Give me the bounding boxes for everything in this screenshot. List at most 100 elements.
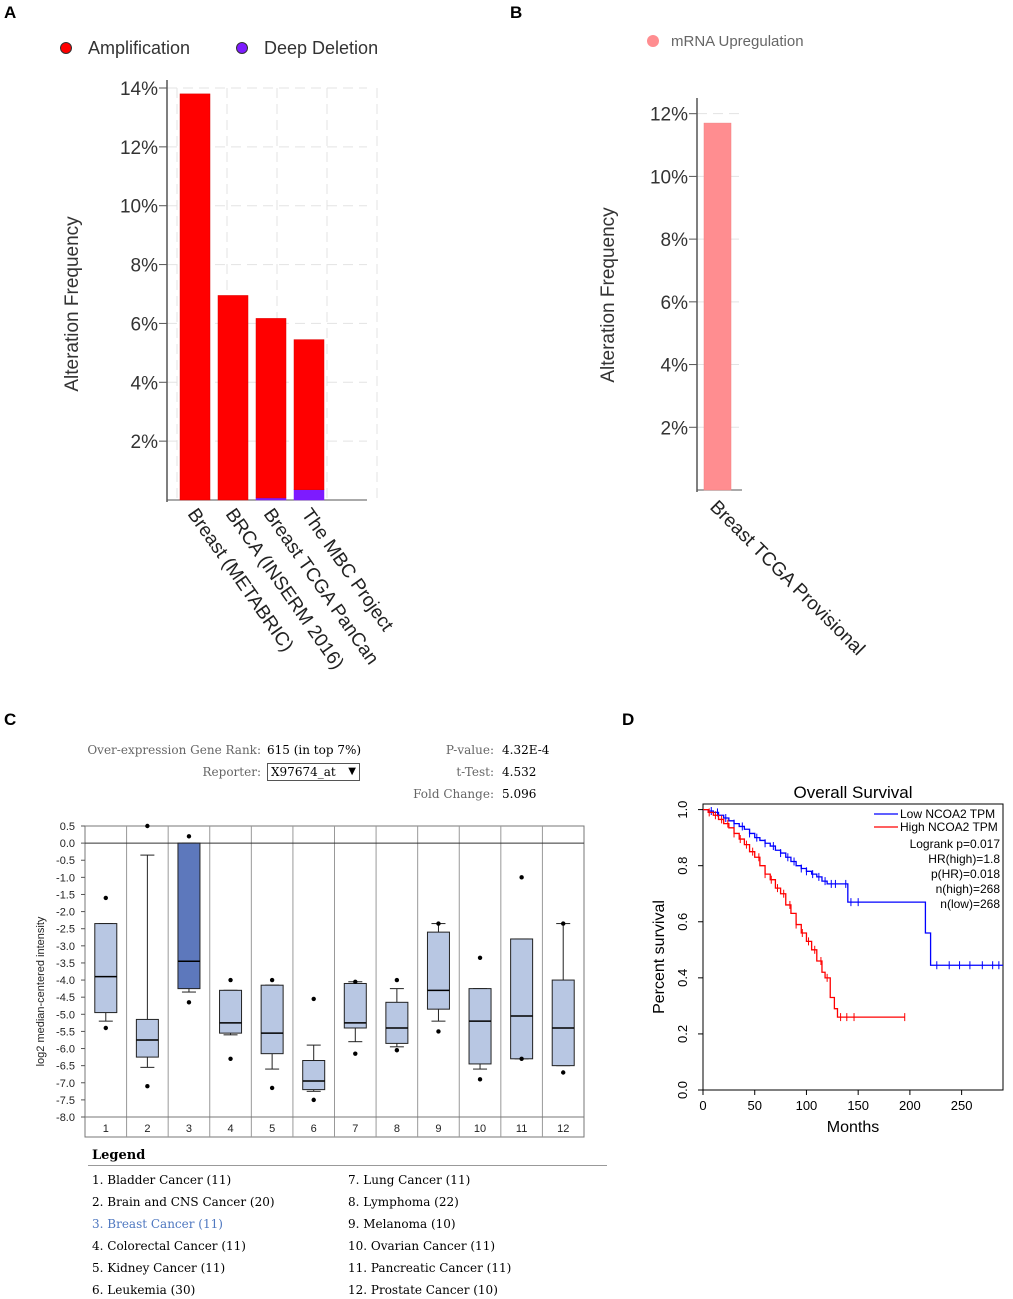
box [177,842,201,990]
y-tick-label: 2% [131,432,159,453]
x-tick-label: 1 [103,1123,109,1135]
y-axis-title: Alteration Frequency [598,207,619,383]
x-tick-label: 2 [144,1123,150,1135]
y-axis-title: log2 median-centered intensity [35,916,47,1066]
rank-value: 615 (in top 7%) [267,743,362,757]
reporter-select[interactable]: X97674_at ▼ [267,763,360,781]
panel-label-d: D [622,710,635,729]
y-tick-label: -2.5 [56,924,75,936]
x-tick-label: 200 [899,1098,921,1113]
outlier-point [228,977,233,983]
y-tick-label: 4% [661,356,689,377]
y-tick-label: -0.5 [56,855,75,867]
legend-marker [647,35,659,47]
x-tick-label: 50 [747,1098,761,1113]
reporter-label: Reporter: [202,765,261,779]
fold-change-label: Fold Change: [413,787,494,801]
legend-item: 5. Kidney Cancer (11) [92,1261,226,1275]
outlier-point [436,1029,441,1034]
y-tick-label: -4.5 [56,992,75,1004]
x-tick-label: 10 [474,1123,486,1135]
legend-label: mRNA Upregulation [671,33,804,50]
x-tick-label: 250 [951,1098,973,1113]
x-tick-label: 7 [352,1123,358,1135]
panel-label-c: C [4,710,17,729]
pvalue-label: P-value: [445,743,494,757]
y-tick-label: 12% [120,138,158,159]
legend-item: 4. Colorectal Cancer (11) [92,1239,246,1253]
y-tick-label: -3.0 [56,941,75,953]
legend-item-highlight: 3. Breast Cancer (11) [92,1217,223,1231]
oncomine-header: Over-expression Gene Rank: 615 (in top 7… [0,735,600,805]
outlier-point [477,1077,483,1082]
x-axis-title: Months [827,1119,879,1136]
outlier-point [269,977,275,983]
box [343,982,367,1029]
box [94,923,118,1014]
x-tick-label: 11 [516,1123,527,1135]
outlier-point [228,1056,233,1061]
y-tick-label: -4.0 [56,975,75,987]
y-tick-label: -7.0 [56,1078,75,1090]
ttest-label: t-Test: [456,765,494,779]
y-tick-label: 0.2 [675,1025,690,1043]
chart-c-boxplot: 0.5 0.0 -0.5 -1.0 -1.5 -2.0 -2.5 -3.0 -3.5 -4.0 -4… [35,821,585,1138]
y-tick-label: 0.0 [675,1081,690,1099]
box [510,938,534,1060]
stat-annotation: p(HR)=0.018 [931,867,1000,881]
outlier-point [145,823,150,829]
x-tick-label: 150 [847,1098,869,1113]
chart-d-overall-survival: Overall Survival 0 50 100 150 200 250 0.0 0.2 0.4… [651,783,1004,1136]
bar-deep-deletion [293,489,325,501]
stat-annotation: Logrank p=0.017 [910,837,1001,851]
stat-annotation: n(low)=268 [940,897,1000,911]
outlier-point [394,977,400,983]
legend-label: High NCOA2 TPM [900,820,998,834]
y-tick-label: 0.8 [675,857,690,875]
bar-deep-deletion [255,497,287,501]
box [302,1060,326,1091]
x-tick-label: 8 [394,1123,400,1135]
x-tick-label: 3 [186,1123,192,1135]
ttest-value: 4.532 [502,765,537,779]
x-tick-label: 5 [269,1123,275,1135]
survival-curve-low-ncoa2-tpm [703,808,1003,966]
pvalue-value: 4.32E-4 [502,743,550,757]
legend-item: 9. Melanoma (10) [348,1217,456,1231]
outlier-point [561,921,566,926]
outlier-point [477,955,483,961]
legend-item: 6. Leukemia (30) [92,1283,196,1297]
legend-title: Legend [92,1148,146,1163]
box [426,931,450,1010]
outlier-point [269,1085,275,1091]
y-tick-label: 0.5 [60,821,75,833]
fold-change-value: 5.096 [502,787,537,801]
box [260,984,284,1055]
stat-annotation: HR(high)=1.8 [928,852,1000,866]
y-tick-label: 10% [120,197,158,218]
x-tick-label: 0 [699,1098,706,1113]
y-tick-label: 4% [131,373,159,394]
y-axis-title: Percent survival [651,900,668,1014]
outlier-point [103,1025,108,1031]
rank-label: Over-expression Gene Rank: [87,743,261,757]
box [385,1001,409,1044]
chevron-down-icon: ▼ [348,766,356,777]
y-tick-label: -3.5 [56,958,75,970]
outlier-point [311,1097,316,1103]
y-tick-label: -8.0 [56,1112,75,1124]
legend-item: 12. Prostate Cancer (10) [348,1283,498,1297]
survival-curve-high-ncoa2-tpm [703,808,905,1018]
x-tick-label: 4 [227,1123,233,1135]
outlier-point [436,921,441,926]
y-tick-label: -6.5 [56,1061,75,1073]
outlier-point [519,875,524,880]
stat-annotation: n(high)=268 [936,882,1001,896]
box [468,988,492,1065]
y-tick-label: 6% [661,293,689,314]
oncomine-legend: Legend 1. Bladder Cancer (11) 2. Brain a… [88,1146,608,1297]
y-tick-label: 2% [661,418,689,439]
y-tick-label: -2.0 [56,907,75,919]
outlier-point [186,1000,192,1005]
box [551,979,575,1067]
